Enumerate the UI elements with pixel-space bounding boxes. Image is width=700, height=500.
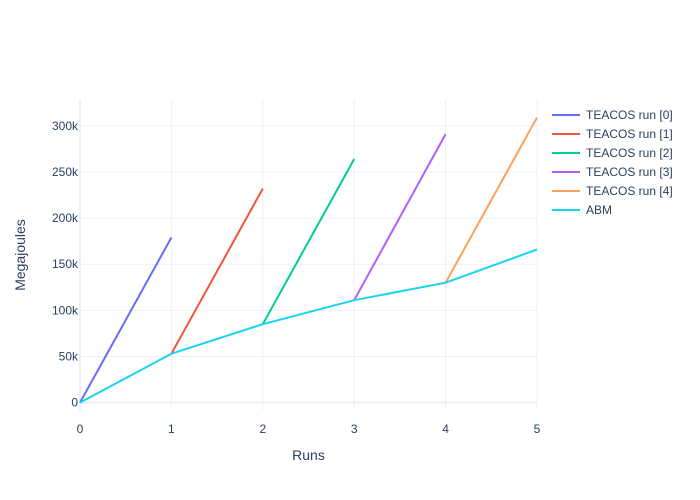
y-tick-label: 100k (52, 303, 79, 317)
series-line (79, 248, 538, 404)
series-line (353, 133, 447, 301)
tick-labels: 0 1 2 3 4 5 0 50k 100k 150k 200k 250k 300k (52, 119, 541, 436)
legend-item[interactable]: TEACOS run [4] (552, 184, 673, 198)
series-line (261, 158, 356, 325)
legend-label: TEACOS run [4] (586, 184, 673, 198)
series-line (170, 188, 264, 355)
y-tick-label: 300k (52, 119, 79, 133)
legend-item[interactable]: TEACOS run [0] (552, 108, 673, 122)
legend-item[interactable]: TEACOS run [1] (552, 127, 673, 141)
legend[interactable]: TEACOS run [0] TEACOS run [1] TEACOS run [… (552, 108, 673, 217)
x-tick-label: 5 (534, 422, 541, 436)
legend-item[interactable]: ABM (552, 203, 612, 217)
x-tick-label: 2 (259, 422, 266, 436)
series-lines (79, 117, 538, 404)
legend-item[interactable]: TEACOS run [3] (552, 165, 673, 179)
y-tick-label: 250k (52, 165, 79, 179)
series-line (444, 117, 538, 284)
y-tick-label: 0 (71, 396, 78, 410)
grid-lines (79, 100, 538, 410)
y-tick-label: 50k (59, 349, 79, 363)
x-tick-label: 3 (351, 422, 358, 436)
legend-label: TEACOS run [1] (586, 127, 673, 141)
legend-label: TEACOS run [2] (586, 146, 673, 160)
y-tick-label: 200k (52, 211, 79, 225)
series-line (79, 237, 173, 404)
legend-item[interactable]: TEACOS run [2] (552, 146, 673, 160)
x-tick-label: 1 (168, 422, 175, 436)
y-tick-label: 150k (52, 257, 79, 271)
legend-label: ABM (586, 203, 612, 217)
legend-label: TEACOS run [0] (586, 108, 673, 122)
x-tick-label: 4 (442, 422, 449, 436)
x-axis-title: Runs (292, 447, 325, 463)
x-tick-label: 0 (77, 422, 84, 436)
legend-label: TEACOS run [3] (586, 165, 673, 179)
y-axis-title: Megajoules (12, 219, 28, 291)
